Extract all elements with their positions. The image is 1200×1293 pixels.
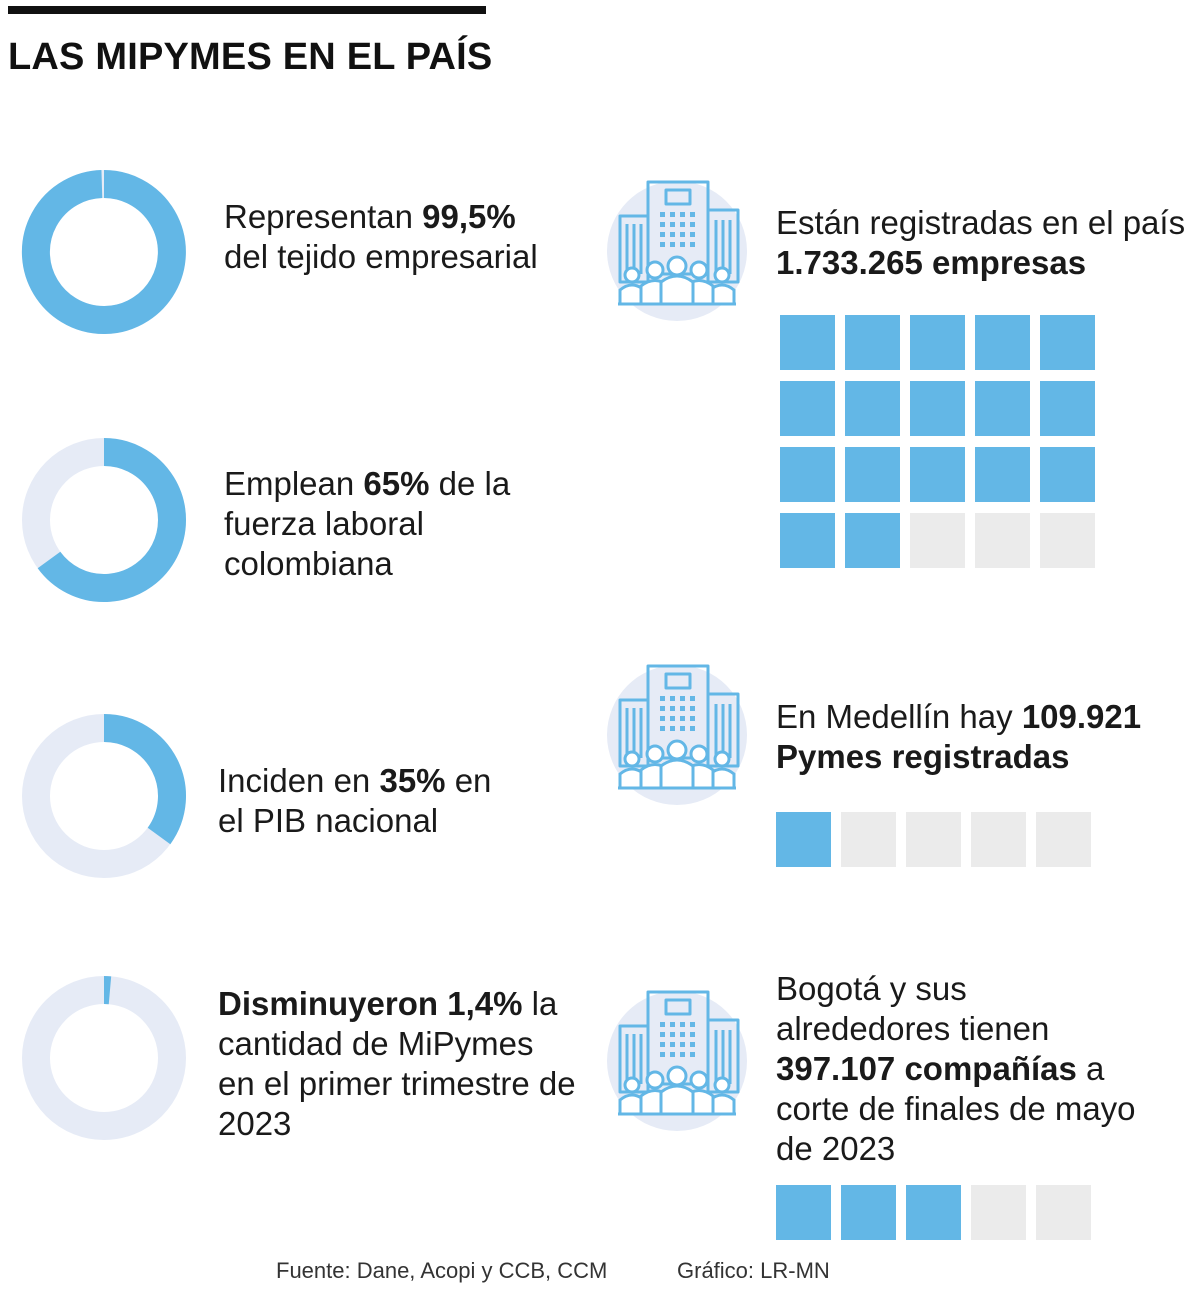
top-rule: [8, 6, 486, 14]
caption-text: del tejido empresarial: [224, 238, 538, 275]
waffle-cell-filled: [910, 381, 965, 436]
donut-arc: [37, 438, 186, 602]
page-title: LAS MIPYMES EN EL PAÍS: [8, 36, 493, 78]
waffle-cell-empty: [910, 513, 965, 568]
waffle-cell-filled: [841, 1185, 896, 1240]
waffle-cell-filled: [910, 315, 965, 370]
building-icon: [607, 990, 747, 1131]
caption-highlight: 109.921 Pymes registradas: [776, 698, 1142, 775]
donut-caption-2: Emplean 65% de la fuerza laboral colombi…: [224, 464, 544, 584]
donut-arc: [21, 170, 186, 334]
waffle-chart-medellin: [776, 812, 1096, 870]
donut-chart-1: [21, 170, 186, 334]
waffle-cell-filled: [975, 447, 1030, 502]
medellin-caption: En Medellín hay 109.921 Pymes registrada…: [776, 697, 1186, 777]
waffle-chart-registered: [780, 315, 1100, 570]
caption-text: a corte de finales de mayo de 2023: [776, 1050, 1136, 1167]
waffle-cell-filled: [780, 447, 835, 502]
waffle-cell-filled: [845, 381, 900, 436]
waffle-cell-empty: [971, 1185, 1026, 1240]
waffle-cell-empty: [1040, 513, 1095, 568]
caption-text: Emplean: [224, 465, 364, 502]
building-icon: [607, 180, 747, 321]
waffle-cell-filled: [845, 447, 900, 502]
caption-text: la cantidad de MiPymes en el primer trim…: [218, 985, 576, 1142]
waffle-cell-empty: [971, 812, 1026, 867]
waffle-cell-filled: [776, 1185, 831, 1240]
waffle-cell-filled: [1040, 381, 1095, 436]
waffle-cell-empty: [1036, 1185, 1091, 1240]
waffle-cell-filled: [776, 812, 831, 867]
donut-chart-3: [22, 714, 186, 878]
waffle-cell-filled: [910, 447, 965, 502]
waffle-cell-filled: [906, 1185, 961, 1240]
building-icon: [607, 664, 747, 805]
caption-text: en el PIB nacional: [218, 762, 492, 839]
waffle-cell-empty: [841, 812, 896, 867]
waffle-cell-filled: [780, 315, 835, 370]
registered-companies-caption: Están registradas en el país 1.733.265 e…: [776, 203, 1196, 283]
credit-note: Gráfico: LR-MN: [677, 1258, 830, 1283]
waffle-chart-bogota: [776, 1185, 1096, 1243]
donut-caption-4: Disminuyeron 1,4% la cantidad de MiPymes…: [218, 984, 578, 1144]
caption-text: Están registradas en el país: [776, 204, 1186, 241]
donut-chart-4: [22, 975, 186, 1140]
waffle-cell-filled: [975, 315, 1030, 370]
bogota-caption: Bogotá y sus alrededores tienen 397.107 …: [776, 969, 1136, 1169]
waffle-cell-filled: [1040, 447, 1095, 502]
donut-caption-1: Representan 99,5% del tejido empresarial: [224, 197, 564, 277]
donut-caption-3: Inciden en 35% en el PIB nacional: [218, 761, 518, 841]
waffle-cell-filled: [975, 381, 1030, 436]
caption-text: Bogotá y sus alrededores tienen: [776, 970, 1050, 1047]
caption-highlight: 35%: [379, 762, 446, 799]
caption-text: Representan: [224, 198, 423, 235]
waffle-cell-filled: [780, 513, 835, 568]
caption-highlight: 397.107 compañías: [776, 1050, 1077, 1087]
waffle-cell-filled: [845, 513, 900, 568]
waffle-cell-empty: [1036, 812, 1091, 867]
source-note: Fuente: Dane, Acopi y CCB, CCM: [276, 1258, 608, 1283]
waffle-cell-empty: [975, 513, 1030, 568]
caption-highlight: Disminuyeron 1,4%: [218, 985, 523, 1022]
donut-arc: [103, 714, 186, 845]
waffle-cell-filled: [780, 381, 835, 436]
donut-chart-2: [22, 438, 186, 602]
waffle-cell-filled: [1040, 315, 1095, 370]
caption-highlight: 99,5%: [422, 198, 516, 235]
caption-text: Inciden en: [218, 762, 380, 799]
waffle-cell-empty: [906, 812, 961, 867]
waffle-cell-filled: [845, 315, 900, 370]
donut-track: [22, 976, 186, 1140]
caption-text: En Medellín hay: [776, 698, 1022, 735]
caption-highlight: 1.733.265 empresas: [776, 244, 1087, 281]
caption-highlight: 65%: [363, 465, 430, 502]
caption-text: de la fuerza laboral colombiana: [224, 465, 511, 582]
